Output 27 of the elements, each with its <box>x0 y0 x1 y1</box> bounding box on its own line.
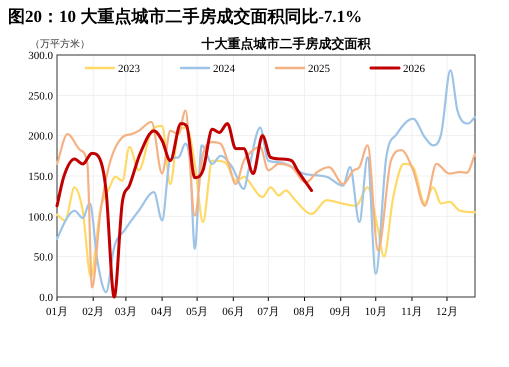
y-tick-label: 300.0 <box>28 50 54 62</box>
x-tick-label: 10月 <box>364 306 387 318</box>
y-axis-title: （万平方米） <box>30 38 90 50</box>
legend-label: 2026 <box>403 63 426 75</box>
x-tick-label: 05月 <box>186 306 208 318</box>
y-tick-label: 250.0 <box>28 90 54 102</box>
x-tick-label: 09月 <box>330 306 352 318</box>
legend-label: 2025 <box>308 63 330 75</box>
x-tick-label: 12月 <box>436 306 458 318</box>
legend-label: 2023 <box>118 63 140 75</box>
x-tick-label: 03月 <box>114 306 137 318</box>
y-tick-label: 0.0 <box>39 292 54 304</box>
y-tick-label: 200.0 <box>28 130 54 143</box>
x-tick-label: 11月 <box>401 306 423 318</box>
x-tick-label: 07月 <box>257 306 280 318</box>
x-tick-label: 02月 <box>82 306 104 318</box>
x-tick-label: 01月 <box>46 306 68 318</box>
x-tick-label: 04月 <box>151 306 174 318</box>
y-tick-label: 100.0 <box>28 211 54 224</box>
y-tick-label: 150.0 <box>28 171 54 183</box>
legend-label: 2024 <box>213 63 236 75</box>
line-series <box>56 122 314 298</box>
chart-subtitle: 十大重点城市二手房成交面积 <box>200 36 372 51</box>
x-tick-label: 06月 <box>222 306 244 318</box>
chart-title: 图20：10 大重点城市二手房成交面积同比-7.1% <box>8 7 362 26</box>
x-tick-label: 08月 <box>294 306 316 318</box>
y-tick-label: 50.0 <box>34 252 54 264</box>
